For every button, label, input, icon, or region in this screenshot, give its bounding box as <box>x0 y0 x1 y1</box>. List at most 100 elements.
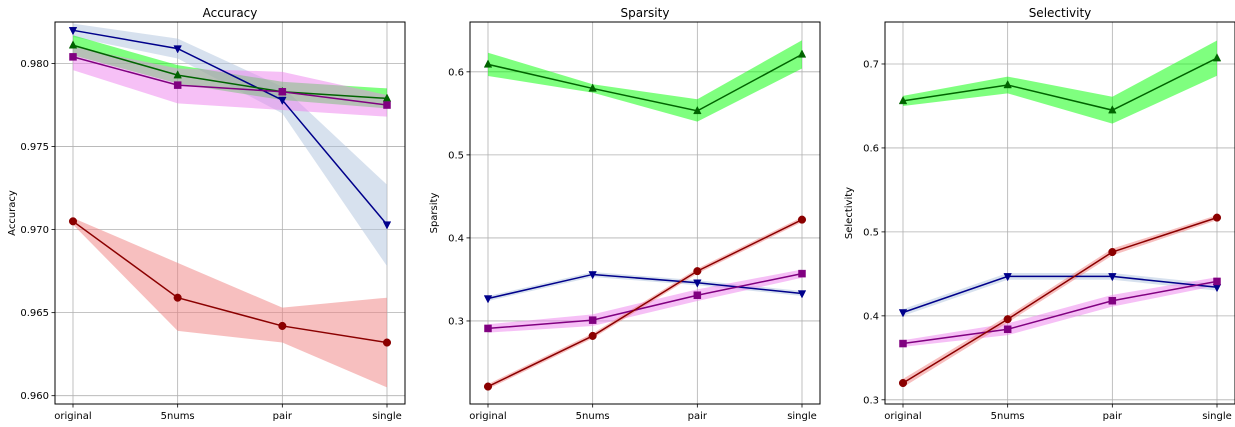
y-tick-label: 0.5 <box>863 227 879 238</box>
y-tick-label: 0.5 <box>448 150 464 161</box>
data-point <box>383 101 391 109</box>
data-point <box>484 324 492 333</box>
data-point <box>693 267 702 276</box>
data-point <box>1003 80 1012 89</box>
data-point <box>69 53 77 61</box>
x-tick-label: 5nums <box>161 411 195 422</box>
data-point <box>68 217 78 226</box>
series-line <box>487 273 803 300</box>
x-tick-label: original <box>54 411 91 422</box>
y-tick-label: 0.4 <box>448 233 464 244</box>
data-point <box>798 269 806 278</box>
series-line <box>487 53 803 112</box>
data-point <box>898 95 908 105</box>
data-point <box>693 105 702 115</box>
series-line <box>72 56 388 106</box>
data-point <box>483 382 493 391</box>
series-line <box>72 220 388 344</box>
data-point <box>278 96 287 106</box>
y-tick-label: 0.6 <box>448 67 464 78</box>
x-tick-label: 5nums <box>991 411 1025 422</box>
series-line <box>72 29 388 226</box>
data-point <box>382 221 392 230</box>
confidence-band <box>488 40 802 122</box>
data-point <box>173 45 182 54</box>
x-tick-label: single <box>372 411 402 422</box>
data-point <box>693 291 702 299</box>
confidence-band <box>903 215 1217 388</box>
series-line <box>902 57 1218 111</box>
y-tick-label: 0.4 <box>863 311 879 322</box>
series-line <box>902 216 1218 384</box>
data-point <box>1108 247 1117 257</box>
data-point <box>483 59 493 68</box>
chart-title: Selectivity <box>1029 6 1092 20</box>
chart-panel-Accuracy: original 5nums pair single 0.960 0.965 0.970 0.… <box>7 6 406 422</box>
data-point <box>173 293 182 302</box>
y-tick-label: 0.7 <box>863 59 879 70</box>
x-tick-label: single <box>787 411 817 422</box>
data-point <box>173 81 182 89</box>
confidence-band <box>488 271 802 302</box>
data-point <box>898 309 908 318</box>
data-point <box>588 316 597 324</box>
y-axis-label: Selectivity <box>844 187 855 239</box>
chart-title: Accuracy <box>203 6 258 20</box>
series-line <box>487 272 803 330</box>
y-tick-label: 0.980 <box>20 59 49 70</box>
data-point <box>797 215 807 224</box>
data-point <box>898 378 908 388</box>
axes-frame <box>469 21 821 405</box>
chart-title: Sparsity <box>621 6 670 20</box>
axes-frame <box>54 21 406 405</box>
data-point <box>1108 105 1117 114</box>
y-tick-label: 0.6 <box>863 143 879 154</box>
data-point <box>68 27 78 36</box>
series-line <box>487 218 803 388</box>
data-point <box>588 83 597 92</box>
y-tick-label: 0.965 <box>20 308 49 319</box>
y-tick-label: 0.3 <box>863 395 879 406</box>
data-point <box>693 279 702 288</box>
x-tick-label: single <box>1202 411 1232 422</box>
data-point <box>278 88 287 96</box>
confidence-band <box>73 217 387 388</box>
data-point <box>382 338 392 347</box>
data-point <box>588 271 597 280</box>
confidence-band <box>903 277 1217 347</box>
y-tick-label: 0.960 <box>20 391 49 402</box>
x-tick-label: 5nums <box>576 411 610 422</box>
series-line <box>902 280 1218 345</box>
y-tick-label: 0.975 <box>20 142 49 153</box>
data-point <box>1003 273 1012 282</box>
y-axis-label: Accuracy <box>7 190 18 236</box>
x-tick-label: original <box>469 411 506 422</box>
series-line <box>902 275 1218 314</box>
chart-panel-Sparsity: original 5nums pair single 0.3 0.4 0.5 0.6 Spars… <box>429 6 821 422</box>
confidence-band <box>903 273 1217 316</box>
data-point <box>173 70 182 79</box>
series-line <box>72 44 388 100</box>
data-point <box>797 49 807 58</box>
x-tick-label: pair <box>1103 411 1123 422</box>
y-axis-label: Sparsity <box>429 193 440 234</box>
data-point <box>797 290 807 299</box>
data-point <box>1108 296 1117 305</box>
data-point <box>68 40 78 49</box>
confidence-band <box>903 40 1217 124</box>
data-point <box>1003 325 1012 334</box>
data-point <box>1108 273 1117 282</box>
chart-panel-Selectivity: original 5nums pair single 0.3 0.4 0.5 0.6 0.7 Se… <box>844 6 1235 422</box>
data-point <box>588 331 597 340</box>
y-tick-label: 0.970 <box>20 225 49 236</box>
data-point <box>899 339 907 348</box>
x-tick-label: pair <box>688 411 708 422</box>
axes-frame <box>884 21 1235 405</box>
data-point <box>1212 213 1222 222</box>
confidence-band <box>73 46 387 117</box>
x-tick-label: pair <box>273 411 293 422</box>
data-point <box>1003 315 1012 324</box>
data-point <box>278 321 287 330</box>
data-point <box>1213 277 1221 286</box>
